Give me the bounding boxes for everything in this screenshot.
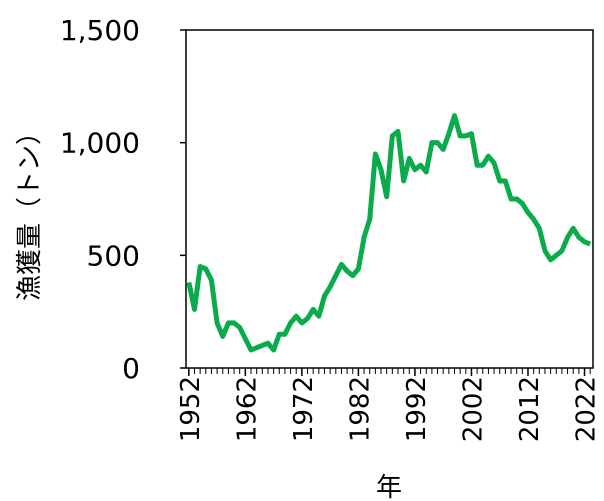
y-axis-label: 漁獲量（トン） [15,119,45,301]
x-tick-label: 2002 [458,376,488,442]
x-tick-label: 2012 [515,376,545,442]
x-tick-label: 1962 [232,376,262,442]
x-tick-label: 1982 [345,376,375,442]
x-tick-label: 1972 [289,376,319,442]
x-tick-label: 1992 [402,376,432,442]
x-tick-label: 2022 [572,376,602,442]
x-tick-label: 1952 [176,376,206,442]
y-tick-label: 500 [87,239,140,272]
data-line [186,113,592,353]
plot-frame [185,29,594,369]
y-tick-label: 1,000 [60,127,140,160]
y-tick-label: 1,500 [60,14,140,47]
y-tick-label: 0 [122,352,140,385]
x-axis-label: 年 [376,473,402,501]
